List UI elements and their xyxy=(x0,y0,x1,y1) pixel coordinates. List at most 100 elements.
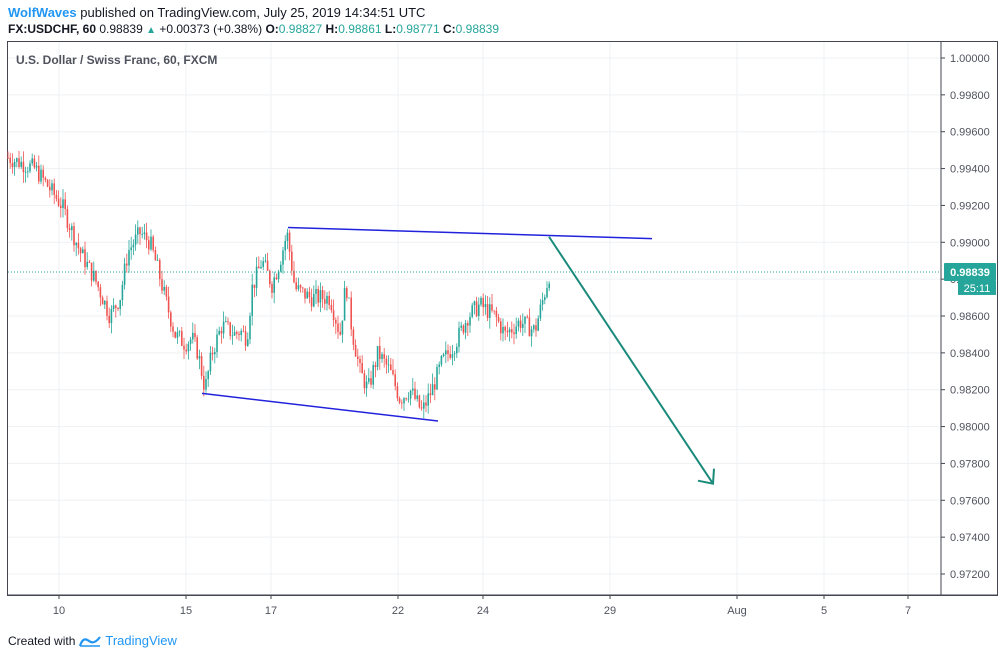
candle xyxy=(374,361,377,378)
candle xyxy=(493,310,495,315)
candle xyxy=(229,321,231,340)
candle xyxy=(519,315,522,333)
candle-body xyxy=(231,335,234,337)
candle-body xyxy=(401,402,403,404)
candle-body xyxy=(537,318,539,331)
candle xyxy=(84,241,86,275)
candle xyxy=(154,246,157,261)
candle-body xyxy=(383,354,385,359)
candle xyxy=(79,246,82,262)
candle-body xyxy=(159,260,161,280)
candle-body xyxy=(148,240,150,250)
candle-body xyxy=(229,322,231,336)
candle xyxy=(295,277,297,292)
candle-body xyxy=(436,366,438,390)
candle-body xyxy=(141,234,143,235)
candle-body xyxy=(387,364,390,366)
candle-body xyxy=(163,286,165,291)
candle xyxy=(319,282,322,313)
low-value: 0.98771 xyxy=(396,22,440,36)
candle-body xyxy=(176,332,179,338)
candle-body xyxy=(187,343,190,352)
candle-body xyxy=(308,291,311,298)
candle-body xyxy=(275,277,278,280)
candle-body xyxy=(495,310,498,318)
candle xyxy=(379,336,381,370)
candle xyxy=(339,322,341,336)
candle-body xyxy=(416,395,418,399)
candle xyxy=(321,285,324,308)
candle xyxy=(55,190,58,202)
candle xyxy=(354,339,357,357)
candle-body xyxy=(282,250,284,265)
candle-body xyxy=(398,398,401,403)
candle xyxy=(293,261,295,284)
candle xyxy=(119,299,121,316)
candle-body xyxy=(548,283,550,289)
candle xyxy=(33,154,36,170)
candle xyxy=(31,153,33,166)
candle-body xyxy=(506,330,509,333)
candle xyxy=(528,308,531,337)
candle-body xyxy=(478,304,480,317)
candle xyxy=(409,389,412,406)
candle-body xyxy=(394,374,396,387)
candle-body xyxy=(451,354,454,358)
candle xyxy=(299,284,302,293)
candle xyxy=(200,352,203,380)
author-link[interactable]: WolfWaves xyxy=(8,5,77,20)
close-label: C: xyxy=(442,22,456,36)
candle-body xyxy=(469,316,471,326)
candle-body xyxy=(253,284,256,288)
candle-body xyxy=(460,325,462,328)
tradingview-brand-link[interactable]: TradingView xyxy=(105,633,177,648)
candle xyxy=(535,318,537,337)
candle xyxy=(75,241,77,257)
candle-body xyxy=(533,325,535,330)
candle xyxy=(121,280,124,307)
candle xyxy=(427,383,429,414)
candle xyxy=(544,294,546,305)
candle xyxy=(57,190,60,208)
candle-body xyxy=(66,209,69,229)
candle xyxy=(332,299,335,327)
candle xyxy=(447,344,449,362)
candle-body xyxy=(137,227,139,235)
candle xyxy=(471,302,473,319)
candle xyxy=(363,369,366,394)
candle-body xyxy=(273,277,275,293)
y-tick-label: 0.97400 xyxy=(950,532,990,544)
y-tick-label: 0.98000 xyxy=(950,422,990,434)
candle xyxy=(407,392,410,403)
candle-body xyxy=(128,249,130,266)
candle xyxy=(462,324,465,335)
candle-body xyxy=(412,388,414,391)
candle xyxy=(504,325,506,341)
candle-body xyxy=(240,330,242,336)
x-tick-label: 10 xyxy=(53,605,65,617)
candle xyxy=(216,328,218,358)
high-value: 0.98861 xyxy=(338,22,382,36)
candle xyxy=(352,326,355,351)
candle xyxy=(22,151,25,183)
candle xyxy=(27,166,29,178)
candle-body xyxy=(139,227,141,235)
candle-body xyxy=(18,158,20,167)
candle xyxy=(526,314,528,319)
candle xyxy=(225,316,227,323)
candle-body xyxy=(447,350,449,355)
candle xyxy=(134,224,137,251)
candle xyxy=(258,256,260,269)
candle-body xyxy=(82,249,84,254)
candle xyxy=(82,246,84,254)
candle-body xyxy=(425,402,427,406)
candle-body xyxy=(341,320,344,335)
candle xyxy=(313,285,315,308)
candle-body xyxy=(11,163,14,168)
candle-body xyxy=(42,169,44,178)
candle-body xyxy=(288,232,291,252)
countdown-label: 25:11 xyxy=(964,283,991,295)
candle xyxy=(222,311,225,339)
candle-body xyxy=(185,349,187,352)
